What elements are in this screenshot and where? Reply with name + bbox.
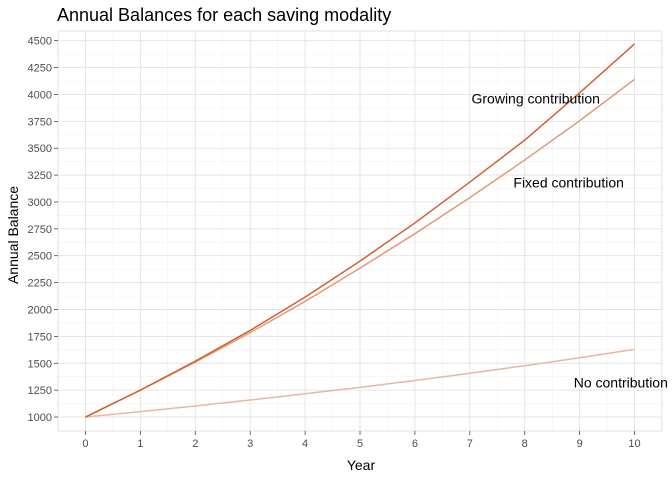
y-tick-label: 1000 — [28, 412, 52, 424]
annotations: Growing contribution Fixed contribution No… — [472, 91, 668, 391]
y-tick-label: 3000 — [28, 197, 52, 209]
annotation-growing-contribution: Growing contribution — [472, 91, 600, 107]
y-tick-label: 1750 — [28, 331, 52, 343]
y-tick-label: 2000 — [28, 304, 52, 316]
annotation-fixed-contribution: Fixed contribution — [513, 175, 624, 191]
y-tick-label: 3250 — [28, 170, 52, 182]
series — [85, 43, 636, 418]
y-axis-title: Annual Balance — [5, 186, 21, 284]
x-tick-label: 1 — [137, 438, 143, 450]
y-tick-label: 2500 — [28, 251, 52, 263]
y-tick-label: 1500 — [28, 358, 52, 370]
x-tick-label: 4 — [302, 438, 308, 450]
x-tick-label: 9 — [577, 438, 583, 450]
x-tick-label: 10 — [628, 438, 640, 450]
y-tick-label: 2250 — [28, 278, 52, 290]
y-tick-label: 2750 — [28, 224, 52, 236]
y-tick-label: 4500 — [28, 36, 52, 48]
chart-title: Annual Balances for each saving modality — [57, 5, 391, 25]
grid — [58, 31, 662, 431]
y-tick-label: 3500 — [28, 143, 52, 155]
series-line-no-contribution — [85, 348, 635, 418]
ticks: 0 1 2 3 4 5 6 7 8 9 10 1000 1250 1500 1750 2000 2250 2500… — [28, 36, 641, 450]
annotation-no-contribution: No contribution — [574, 375, 668, 391]
x-tick-label: 0 — [82, 438, 88, 450]
x-tick-label: 3 — [247, 438, 253, 450]
y-tick-label: 3750 — [28, 116, 52, 128]
y-tick-label: 1250 — [28, 385, 52, 397]
y-tick-label: 4250 — [28, 63, 52, 75]
x-tick-label: 2 — [192, 438, 198, 450]
x-tick-label: 8 — [522, 438, 528, 450]
x-tick-label: 6 — [412, 438, 418, 450]
x-tick-label: 5 — [357, 438, 363, 450]
x-axis-title: Year — [347, 457, 376, 473]
y-tick-label: 4000 — [28, 89, 52, 101]
x-tick-label: 7 — [467, 438, 473, 450]
series-line-growing-contribution — [85, 43, 636, 418]
